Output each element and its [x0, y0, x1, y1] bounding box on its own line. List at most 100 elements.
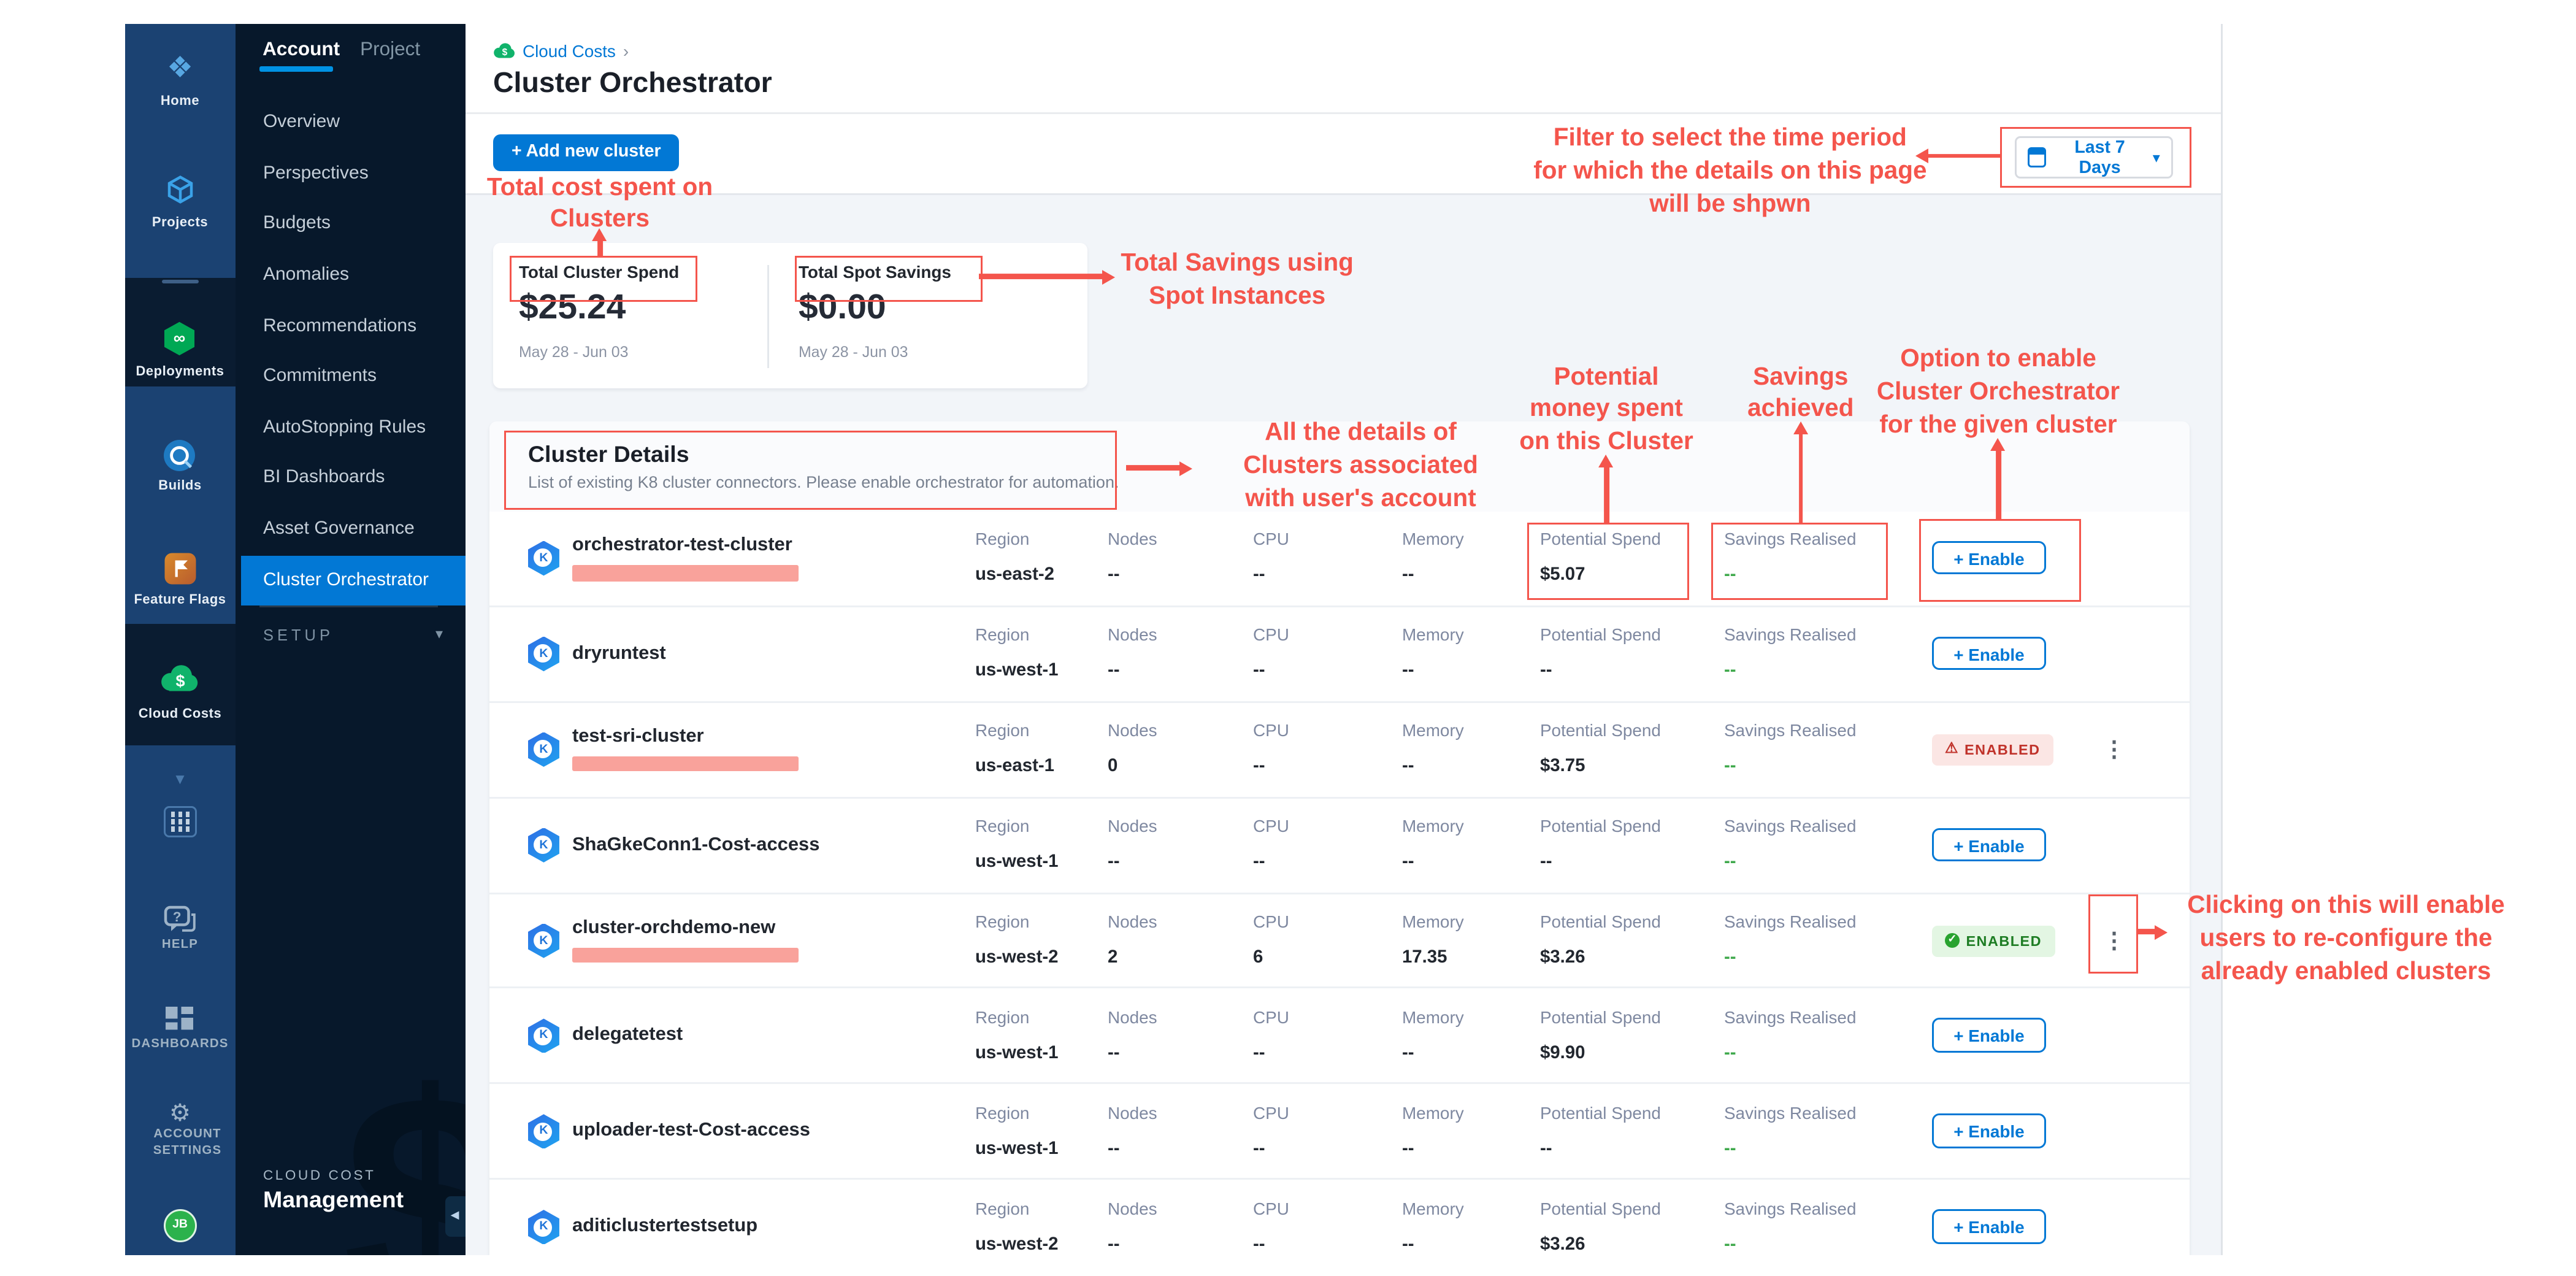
rail-label-deployments: Deployments	[136, 361, 224, 379]
annotation-arrow-cluster-details	[1126, 466, 1181, 471]
enabled-error-badge: ⚠ ENABLED	[1931, 734, 2053, 766]
cluster-name: test-sri-cluster	[572, 726, 704, 747]
rail-label-dashboards: DASHBOARDS	[131, 1038, 229, 1051]
table-row: K uploader-test-Cost-access Region us-wes…	[489, 1085, 2190, 1181]
avatar: JB	[163, 1208, 197, 1242]
subnav-setup[interactable]: SETUP ▾	[263, 620, 443, 650]
rail-item-builds[interactable]	[125, 438, 235, 482]
rail-label-account-settings: ACCOUNT SETTINGS	[153, 1128, 222, 1158]
rail-item-dashboards[interactable]	[125, 1007, 235, 1043]
dollar-watermark: $	[342, 1049, 465, 1255]
redacted-cluster-id	[572, 565, 799, 581]
breadcrumb: $ Cloud Costs ›	[493, 42, 629, 60]
annotation-arrow-savings	[1798, 431, 1803, 522]
kubernetes-cluster-icon: K	[527, 1114, 559, 1150]
subnav-item-commitments[interactable]: Commitments	[263, 366, 377, 387]
kubernetes-cluster-icon: K	[527, 732, 559, 767]
collapse-nav-button[interactable]: ◀	[445, 1196, 466, 1237]
metric-period: May 28 - Jun 03	[518, 342, 629, 361]
main-content: $ Cloud Costs › Cluster Orchestrator + A…	[465, 24, 2221, 1255]
rail-user-avatar[interactable]: JB	[125, 1204, 235, 1242]
rail-item-projects[interactable]	[125, 173, 235, 215]
subnav-item-cluster-orchestrator[interactable]: Cluster Orchestrator	[240, 555, 466, 606]
rail-label-projects: Projects	[151, 213, 209, 230]
rail-label-feature-flags: Feature Flags	[134, 591, 226, 607]
grid-icon	[164, 805, 196, 839]
triangle-down-icon: ▼	[172, 771, 188, 788]
module-eyebrow: CLOUD COST	[263, 1167, 376, 1183]
subnav-item-recommendations[interactable]: Recommendations	[263, 315, 417, 336]
rail-item-deployments[interactable]: ∞	[125, 320, 235, 366]
metric-value: $25.24	[518, 288, 626, 328]
svg-text:∞: ∞	[174, 328, 186, 347]
annotation-cluster-details: All the details of Clusters associated wit…	[1243, 418, 1478, 512]
enable-button[interactable]: + Enable	[1931, 636, 2046, 671]
subnav-item-anomalies[interactable]: Anomalies	[263, 264, 350, 285]
spend-summary-card: Total Cluster Spend $25.24 May 28 - Jun …	[493, 242, 1087, 388]
add-new-cluster-button[interactable]: + Add new cluster	[493, 134, 680, 171]
annotation-box-enable-button	[1918, 519, 2080, 602]
annotation-box-total-cluster-spend	[510, 256, 697, 302]
rail-item-account-settings[interactable]: ⚙	[125, 1097, 235, 1130]
svg-text:$: $	[502, 47, 508, 58]
scope-tabs: Account Project	[259, 39, 450, 75]
annotation-box-potential-spend	[1526, 523, 1689, 600]
table-row: K cluster-orchdemo-new Region us-west-2 N…	[489, 893, 2190, 990]
kebab-menu[interactable]: ⋮	[2103, 736, 2125, 762]
subnav-item-perspectives[interactable]: Perspectives	[263, 163, 369, 184]
enable-button[interactable]: + Enable	[1931, 1210, 2046, 1244]
table-row: K aditiclustertestsetup Region us-west-2 …	[489, 1180, 2190, 1255]
breadcrumb-separator: ›	[623, 41, 629, 60]
tab-project[interactable]: Project	[360, 39, 421, 61]
enable-button[interactable]: + Enable	[1931, 827, 2046, 862]
rail-collapse-modules[interactable]: ▼	[125, 760, 235, 793]
gear-icon: ⚙	[169, 1099, 191, 1126]
rail-item-cloud-costs[interactable]: $	[125, 664, 235, 701]
enable-button[interactable]: + Enable	[1931, 540, 2046, 575]
table-row: K dryruntest Region us-west-1 Nodes -- CPU…	[489, 607, 2190, 703]
rail-item-home[interactable]: ❖	[125, 53, 235, 86]
annotation-enable-option: Option to enable Cluster Orchestrator for …	[1876, 344, 2120, 437]
date-filter-label: Last 7 Days	[2074, 137, 2125, 178]
rail-item-help[interactable]: ?	[125, 905, 235, 946]
annotation-reconfigure: Clicking on this will enable users to re-…	[2187, 891, 2505, 985]
table-row: K delegatetest Region us-west-1 Nodes -- C…	[489, 989, 2190, 1085]
caret-down-icon: ▾	[2153, 152, 2160, 165]
enable-button[interactable]: + Enable	[1931, 1114, 2046, 1148]
cluster-name: aditiclustertestsetup	[572, 1216, 758, 1237]
app-window: ❖ Home Projects ∞ Deployments Builds Fea…	[125, 24, 2223, 1255]
tab-account[interactable]: Account	[263, 39, 340, 61]
annotation-arrow-spot-savings	[979, 274, 1104, 279]
rail-item-feature-flags[interactable]	[125, 552, 235, 594]
cluster-name-block: aditiclustertestsetup	[572, 1180, 894, 1255]
cloud-costs-subnav: Account Project Overview Perspectives Budg…	[235, 24, 466, 1255]
annotation-total-cost: Total cost spent on Clusters	[486, 172, 713, 233]
subnav-item-overview[interactable]: Overview	[263, 112, 340, 133]
annotation-arrow-total-cost	[597, 239, 602, 257]
cloud-dollar-icon: $	[494, 43, 515, 58]
table-row: K ShaGkeConn1-Cost-access Region us-west-…	[489, 798, 2190, 894]
metric-period: May 28 - Jun 03	[798, 342, 908, 361]
date-filter-button[interactable]: Last 7 Days ▾	[2014, 136, 2173, 179]
cluster-name-block: test-sri-cluster	[572, 702, 894, 796]
module-title: Management	[263, 1186, 404, 1212]
page-header: $ Cloud Costs › Cluster Orchestrator + A…	[465, 24, 2221, 194]
help-chat-icon: ?	[164, 905, 196, 932]
enable-button[interactable]: + Enable	[1931, 1018, 2046, 1053]
cluster-row-list: K orchestrator-test-cluster Region us-eas…	[489, 511, 2190, 1255]
subnav-divider	[259, 605, 438, 607]
redacted-cluster-id	[572, 756, 799, 772]
subnav-item-autostopping-rules[interactable]: AutoStopping Rules	[263, 417, 426, 438]
breadcrumb-link[interactable]: Cloud Costs	[522, 41, 616, 60]
kubernetes-cluster-icon: K	[527, 540, 559, 576]
annotation-time-filter: Filter to select the time period for whic…	[1533, 123, 1927, 217]
rail-label-help: HELP	[161, 939, 199, 951]
rail-module-browser[interactable]	[125, 793, 235, 839]
annotation-arrow-time-filter	[1926, 153, 2000, 158]
subnav-item-budgets[interactable]: Budgets	[263, 214, 331, 235]
kubernetes-cluster-icon: K	[527, 636, 559, 672]
subnav-item-asset-governance[interactable]: Asset Governance	[263, 518, 415, 539]
cluster-name-block: orchestrator-test-cluster	[572, 511, 894, 605]
subnav-item-bi-dashboards[interactable]: BI Dashboards	[263, 468, 385, 489]
kebab-menu[interactable]: ⋮	[2103, 926, 2125, 953]
